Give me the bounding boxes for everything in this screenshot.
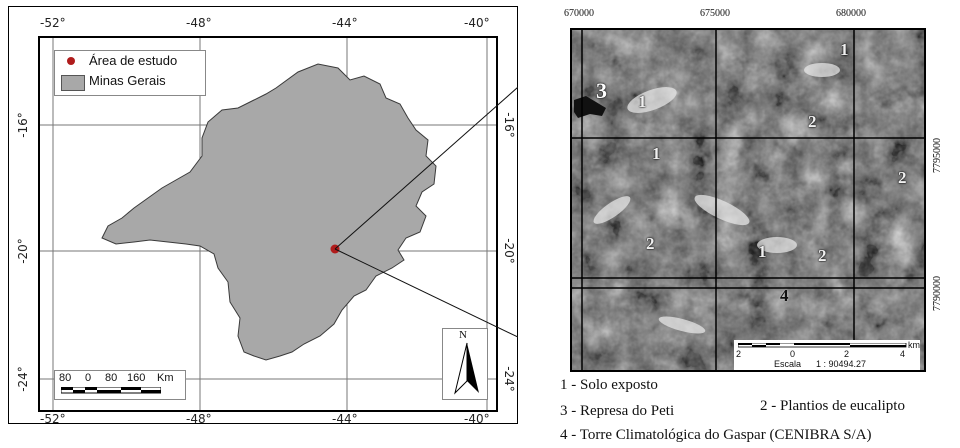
detail-scale-ratio: 1 : 90494.27 <box>816 359 867 369</box>
bottom-tick: -40° <box>464 412 490 426</box>
state-polygon <box>101 63 437 361</box>
legend-line-4: 4 - Torre Climatológica do Gaspar (CENIB… <box>560 427 872 443</box>
utm-top: 670000 <box>564 8 594 19</box>
scale-label: 160 <box>127 372 146 384</box>
legend-line-1: 1 - Solo exposto <box>560 377 658 393</box>
top-tick: -52° <box>40 16 66 30</box>
top-tick: -44° <box>332 16 358 30</box>
scale-bar-graphic <box>61 387 161 394</box>
label-eucalyptus: 2 <box>646 234 655 253</box>
legend-state-label: Minas Gerais <box>89 73 166 88</box>
label-exposed-soil: 1 <box>638 92 647 111</box>
label-tower: 4 <box>780 286 789 305</box>
label-eucalyptus: 2 <box>808 112 817 131</box>
map-frame <box>8 6 518 424</box>
label-reservoir: 3 <box>596 78 607 103</box>
scale-bar: 80 0 80 160 Km <box>54 370 186 400</box>
detail-scale-tick: 4 <box>900 349 906 359</box>
detail-scale-text: Escala <box>774 359 802 369</box>
scale-label: 80 <box>59 372 72 384</box>
label-eucalyptus: 2 <box>898 168 907 187</box>
satellite-texture <box>572 30 924 370</box>
label-exposed-soil: 1 <box>840 40 849 59</box>
detail-scale-unit: km <box>908 340 920 350</box>
north-arrow-icon <box>454 342 479 395</box>
scale-label: 0 <box>85 372 92 384</box>
detail-scale-tick: 2 <box>844 349 850 359</box>
detail-scale: 2 0 2 4 km Escala 1 : 90494.27 <box>734 340 920 370</box>
utm-top: 680000 <box>836 8 866 19</box>
label-eucalyptus: 2 <box>818 246 827 265</box>
bottom-tick: -52° <box>40 412 66 426</box>
legend-line-3: 3 - Represa do Peti <box>560 403 675 419</box>
bottom-tick: -48° <box>186 412 212 426</box>
study-area-marker <box>67 57 75 65</box>
utm-top: 675000 <box>700 8 730 19</box>
utm-right: 7795000 <box>932 138 943 173</box>
scale-unit: Km <box>157 372 174 384</box>
label-exposed-soil: 1 <box>758 242 767 261</box>
connector-line <box>334 248 518 338</box>
legend-study-area-label: Área de estudo <box>89 53 178 68</box>
connector-line <box>334 86 518 250</box>
state-swatch <box>61 75 85 91</box>
detail-scale-tick: 0 <box>790 349 796 359</box>
top-tick: -48° <box>186 16 212 30</box>
top-tick: -40° <box>464 16 490 30</box>
location-map: -52° -48° -44° -40° -52° -48° -44° -40° … <box>8 6 520 426</box>
minas-gerais-state <box>101 63 518 361</box>
north-label: N <box>459 329 467 341</box>
detail-scale-tick: 2 <box>736 349 742 359</box>
bottom-tick: -44° <box>332 412 358 426</box>
scale-label: 80 <box>105 372 118 384</box>
legend-line-2: 2 - Plantios de eucalipto <box>760 398 905 414</box>
legend: Área de estudo Minas Gerais <box>54 50 206 96</box>
detail-scale-graphic <box>738 343 907 348</box>
north-arrow: N <box>442 328 488 400</box>
label-exposed-soil: 1 <box>652 144 661 163</box>
utm-right: 7790000 <box>932 276 943 311</box>
satellite-image: 3 1 1 1 1 2 2 2 2 4 2 0 2 4 km Escala 1 … <box>570 28 926 372</box>
map-neatline <box>38 36 498 412</box>
